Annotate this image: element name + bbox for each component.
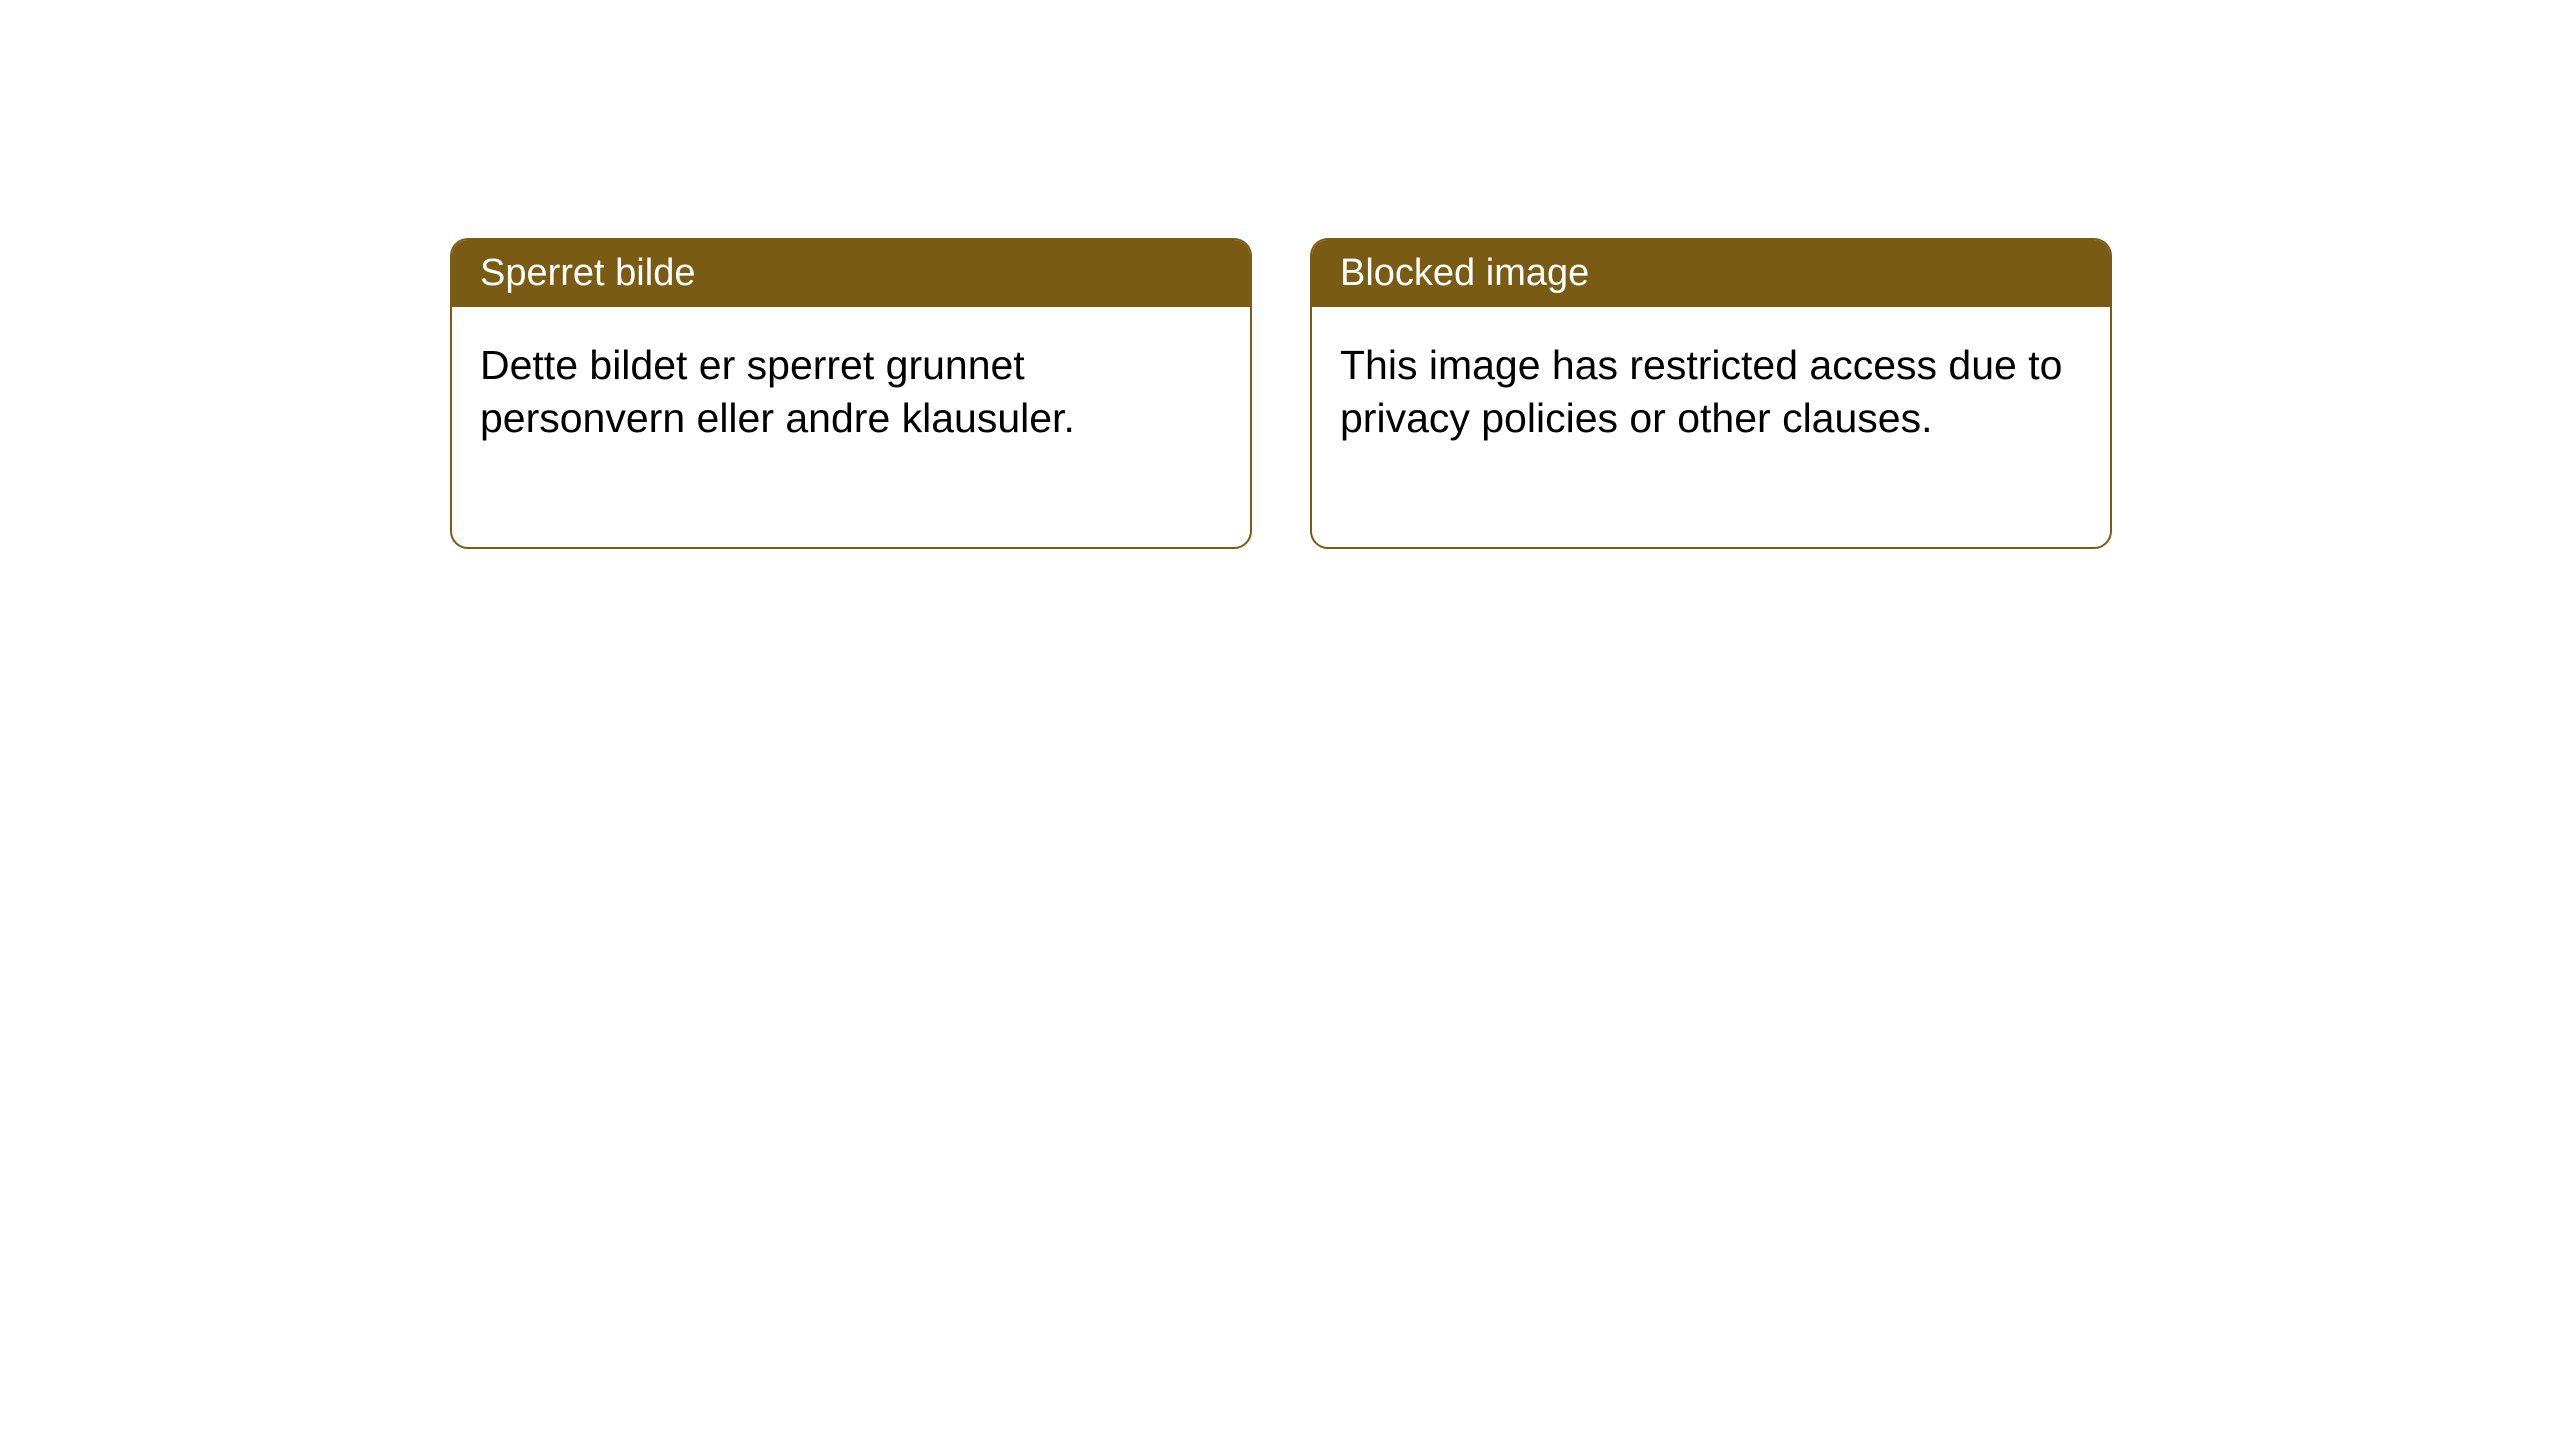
notice-cards-container: Sperret bilde Dette bildet er sperret gr… <box>450 238 2112 549</box>
card-header: Sperret bilde <box>452 240 1250 307</box>
card-title: Blocked image <box>1340 252 1589 294</box>
card-title: Sperret bilde <box>480 252 695 294</box>
notice-card-english: Blocked image This image has restricted … <box>1310 238 2112 549</box>
card-body: Dette bildet er sperret grunnet personve… <box>452 307 1250 547</box>
notice-card-norwegian: Sperret bilde Dette bildet er sperret gr… <box>450 238 1252 549</box>
card-body-text: Dette bildet er sperret grunnet personve… <box>480 342 1075 441</box>
card-header: Blocked image <box>1312 240 2110 307</box>
card-body: This image has restricted access due to … <box>1312 307 2110 547</box>
card-body-text: This image has restricted access due to … <box>1340 342 2062 441</box>
